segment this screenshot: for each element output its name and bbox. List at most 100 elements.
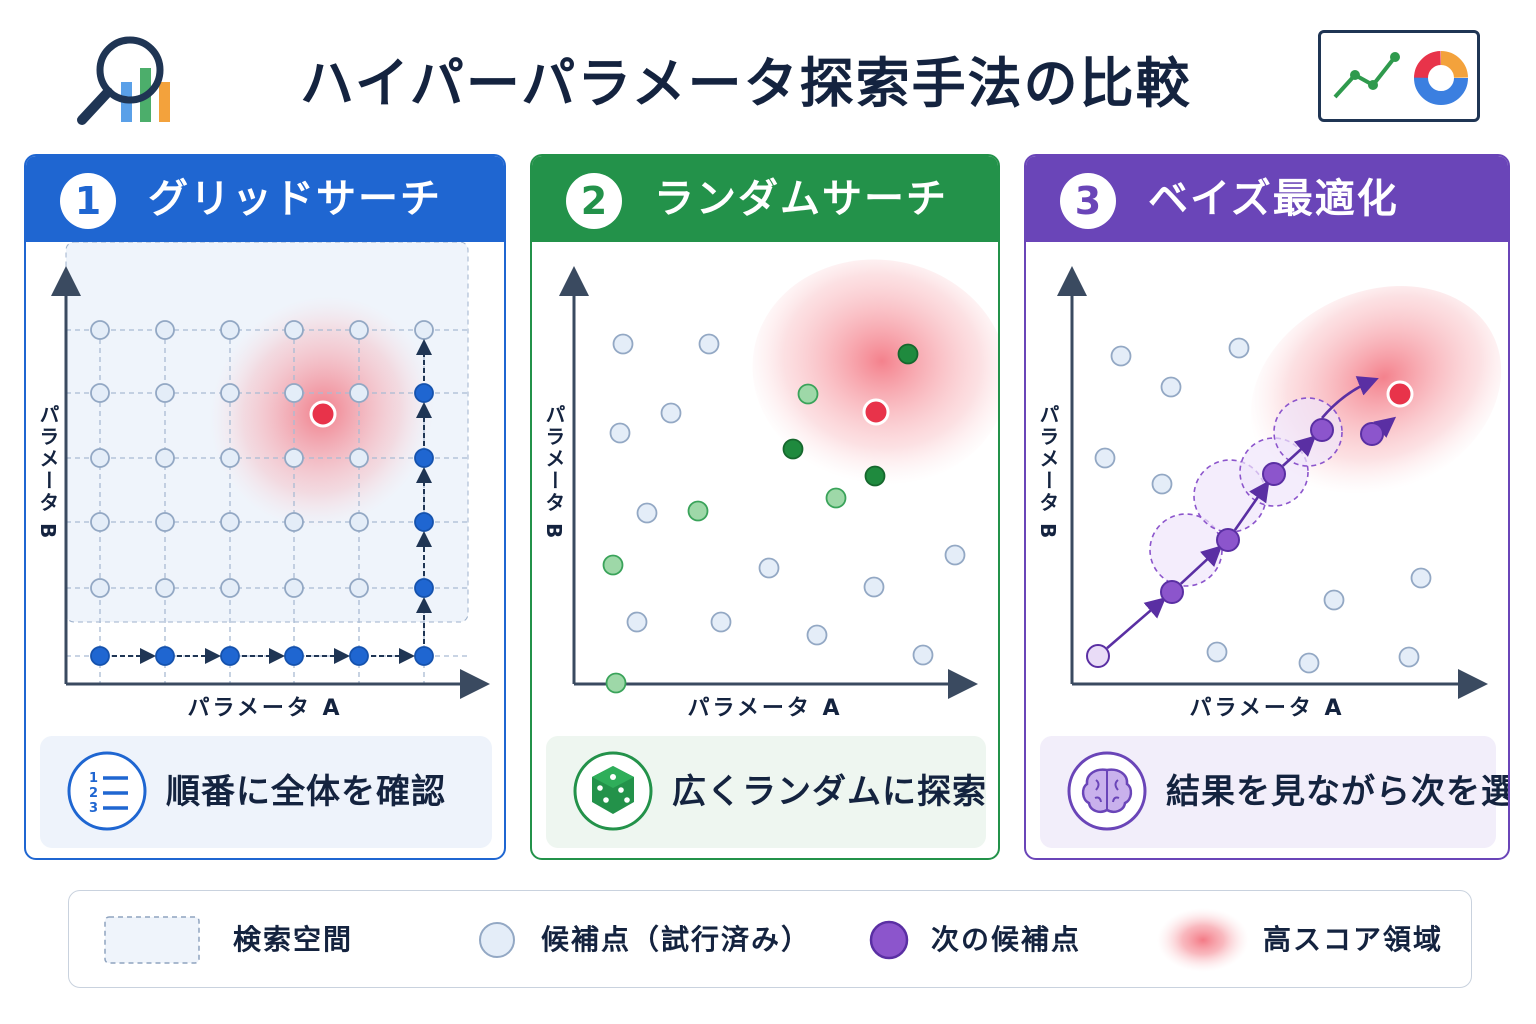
good-sampled-point bbox=[864, 465, 886, 487]
caption-text: 結果を見ながら次を選ぶ bbox=[1166, 772, 1508, 812]
next-candidate-point bbox=[1216, 528, 1240, 552]
caption-box: 1 2 3 順番に全体を確認 bbox=[40, 736, 492, 848]
sampled-point bbox=[602, 554, 624, 576]
panel-header: 2 ランダムサーチ bbox=[532, 156, 998, 242]
grid-point bbox=[90, 578, 110, 598]
grid-point bbox=[349, 448, 369, 468]
grid-point bbox=[220, 320, 240, 340]
svg-text:2: 2 bbox=[89, 786, 98, 801]
best-point bbox=[862, 398, 890, 426]
grid-point bbox=[155, 383, 175, 403]
next-candidate-point bbox=[1360, 422, 1384, 446]
best-point bbox=[1386, 380, 1414, 408]
high-score-swatch bbox=[1157, 908, 1249, 972]
candidate-point bbox=[1410, 567, 1432, 589]
visited-grid-point bbox=[414, 383, 434, 403]
brain-icon bbox=[1066, 750, 1148, 832]
legend-label: 候補点（試行済み） bbox=[541, 923, 812, 956]
line-and-donut-chart-icon bbox=[1318, 30, 1480, 122]
grid-search-plot bbox=[51, 242, 490, 699]
panel-random-search: 2 ランダムサーチ パラメータ B パラメータ A bbox=[530, 154, 1000, 860]
grid-point bbox=[155, 512, 175, 532]
magnifier-bar-chart-icon bbox=[74, 22, 194, 132]
panel-number: 3 bbox=[1060, 173, 1116, 229]
candidate-point bbox=[912, 644, 934, 666]
panel-header: 1 グリッドサーチ bbox=[26, 156, 504, 242]
next-candidate-point bbox=[1160, 580, 1184, 604]
svg-text:1: 1 bbox=[89, 771, 98, 786]
grid-point bbox=[284, 512, 304, 532]
next-candidate-swatch bbox=[869, 920, 909, 960]
dice-icon bbox=[572, 750, 654, 832]
search-space-swatch bbox=[104, 916, 200, 964]
visited-grid-point bbox=[349, 646, 369, 666]
path-arrow bbox=[1179, 545, 1223, 585]
candidate-point bbox=[1160, 376, 1182, 398]
high-score-region bbox=[752, 259, 998, 485]
tried-points bbox=[1094, 337, 1432, 674]
path-arrow bbox=[1281, 435, 1317, 467]
sampled-point bbox=[687, 500, 709, 522]
grid-point bbox=[155, 578, 175, 598]
candidate-point bbox=[710, 611, 732, 633]
visited-grid-point bbox=[414, 512, 434, 532]
visited-grid-point bbox=[414, 578, 434, 598]
panel-title: グリッドサーチ bbox=[148, 176, 442, 222]
visited-grid-point bbox=[414, 448, 434, 468]
x-axis-label: パラメータ A bbox=[187, 696, 343, 721]
caption-box: 広くランダムに探索 bbox=[546, 736, 986, 848]
grid-point bbox=[220, 448, 240, 468]
grid-point bbox=[220, 383, 240, 403]
grid-point bbox=[90, 448, 110, 468]
good-sampled-point bbox=[782, 438, 804, 460]
path-arrow bbox=[1233, 480, 1270, 531]
y-axis-label: パラメータ B bbox=[36, 404, 60, 541]
candidate-point bbox=[758, 557, 780, 579]
grid-point bbox=[155, 320, 175, 340]
visited-grid-point bbox=[220, 646, 240, 666]
candidate-point bbox=[636, 502, 658, 524]
next-candidate-point bbox=[1262, 462, 1286, 486]
grid-point bbox=[349, 383, 369, 403]
grid-point bbox=[284, 448, 304, 468]
grid-point bbox=[220, 578, 240, 598]
visited-grid-point bbox=[90, 646, 110, 666]
candidate-point bbox=[1094, 447, 1116, 469]
candidate-point bbox=[1110, 345, 1132, 367]
visited-grid-point bbox=[155, 646, 175, 666]
bayesian-optimization-plot bbox=[1057, 266, 1502, 699]
grid-point bbox=[90, 320, 110, 340]
grid-point bbox=[284, 578, 304, 598]
legend: 検索空間 候補点（試行済み） 次の候補点 高スコア領域 bbox=[68, 890, 1472, 988]
page-title: ハイパーパラメータ探索手法の比較 bbox=[300, 52, 1192, 115]
numbered-list-icon: 1 2 3 bbox=[66, 750, 148, 832]
candidate-point bbox=[612, 333, 634, 355]
panel-number: 1 bbox=[60, 173, 116, 229]
optimization-path bbox=[1086, 376, 1397, 668]
grid-point bbox=[90, 383, 110, 403]
sampled-point bbox=[605, 672, 627, 694]
x-axis-label: パラメータ A bbox=[687, 696, 843, 721]
panel-title: ランダムサーチ bbox=[654, 176, 948, 222]
panel-number: 2 bbox=[566, 173, 622, 229]
visited-grid-point bbox=[414, 646, 434, 666]
caption-text: 順番に全体を確認 bbox=[166, 772, 446, 812]
grid-point bbox=[220, 512, 240, 532]
search-path bbox=[112, 339, 432, 664]
grid-point bbox=[90, 512, 110, 532]
path-arrow bbox=[1106, 597, 1167, 650]
svg-text:3: 3 bbox=[89, 801, 98, 816]
candidate-point bbox=[660, 402, 682, 424]
candidate-point bbox=[806, 624, 828, 646]
legend-label: 検索空間 bbox=[233, 923, 354, 956]
grid-point bbox=[349, 320, 369, 340]
x-axis-label: パラメータ A bbox=[1189, 696, 1345, 721]
candidate-point bbox=[944, 544, 966, 566]
legend-label: 次の候補点 bbox=[931, 923, 1082, 956]
candidate-point bbox=[1323, 589, 1345, 611]
sampled-point bbox=[797, 383, 819, 405]
best-point bbox=[309, 400, 337, 428]
candidate-point bbox=[609, 422, 631, 444]
candidate-point bbox=[1298, 652, 1320, 674]
panel-bayesian-optimization: 3 ベイズ最適化 パラメータ B パラメータ A bbox=[1024, 154, 1510, 860]
